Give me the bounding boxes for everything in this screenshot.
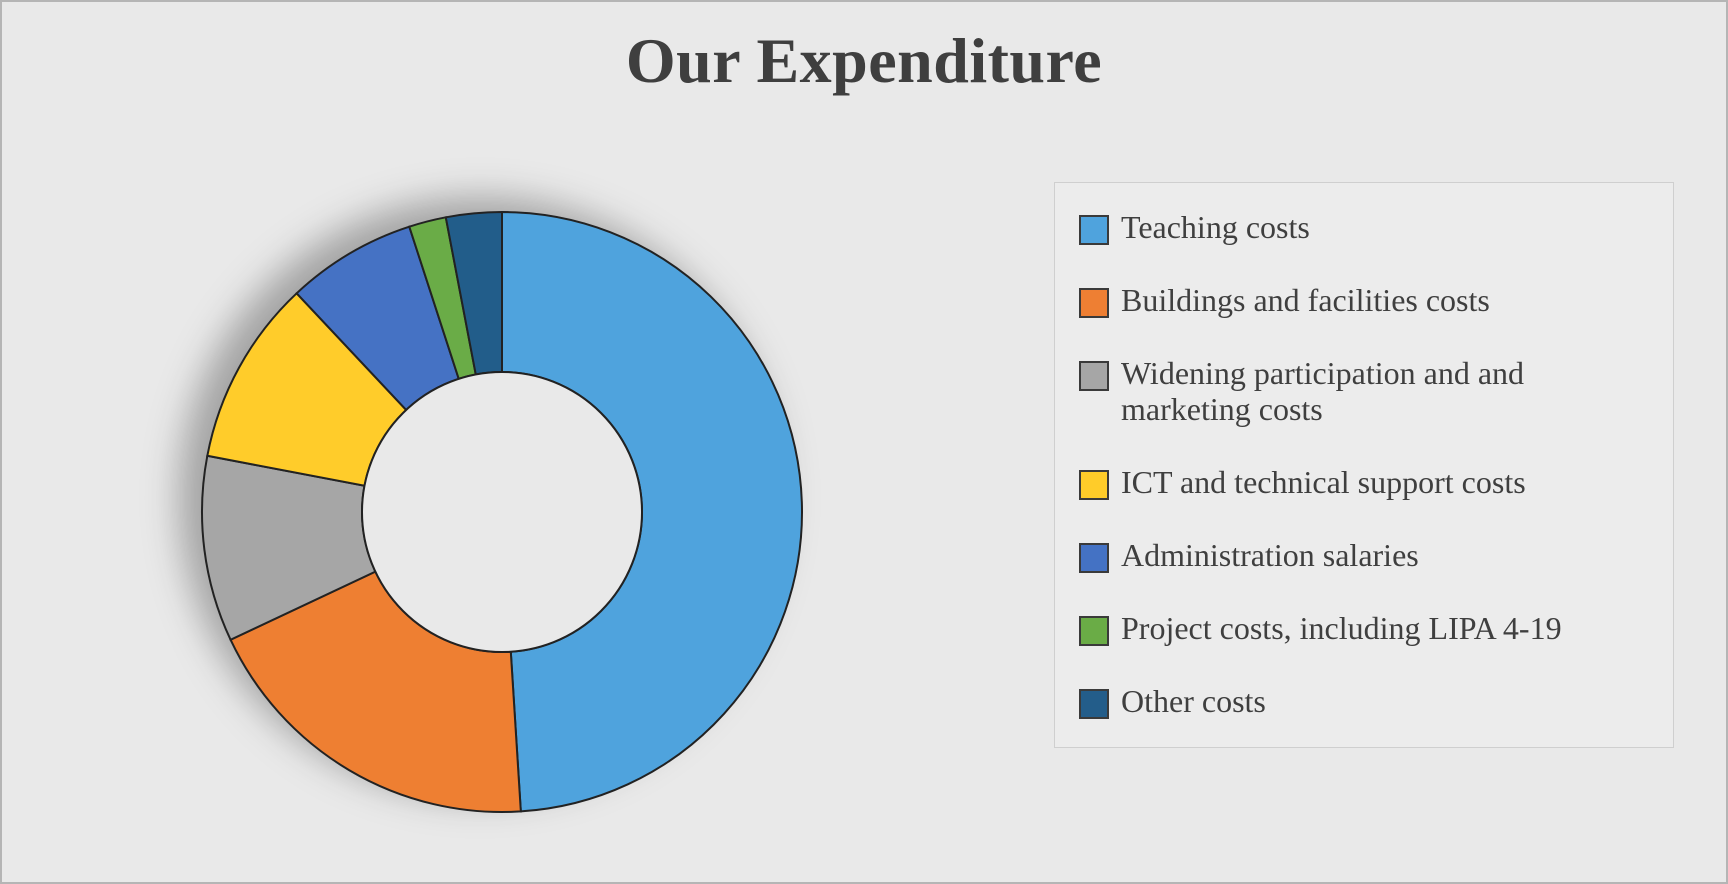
- legend-label: Project costs, including LIPA 4-19: [1121, 610, 1649, 647]
- legend-swatch: [1079, 470, 1109, 500]
- legend-swatch: [1079, 689, 1109, 719]
- donut-hole: [362, 372, 642, 652]
- legend-swatch: [1079, 616, 1109, 646]
- chart-title: Our Expenditure: [2, 2, 1726, 98]
- legend-swatch: [1079, 288, 1109, 318]
- legend-label: Administration salaries: [1121, 537, 1649, 574]
- chart-frame: Our Expenditure Teaching costs Buildings …: [0, 0, 1728, 884]
- legend-item: Administration salaries: [1079, 537, 1649, 574]
- legend-item: Widening participation and and marketing…: [1079, 355, 1649, 429]
- donut-chart: [92, 152, 912, 872]
- legend-item: Project costs, including LIPA 4-19: [1079, 610, 1649, 647]
- legend-item: Other costs: [1079, 683, 1649, 720]
- legend-swatch: [1079, 215, 1109, 245]
- legend-label: ICT and technical support costs: [1121, 464, 1649, 501]
- donut-svg: [92, 152, 912, 872]
- legend-swatch: [1079, 543, 1109, 573]
- legend-label: Teaching costs: [1121, 209, 1649, 246]
- legend: Teaching costs Buildings and facilities c…: [1054, 182, 1674, 748]
- legend-label: Widening participation and and marketing…: [1121, 355, 1649, 429]
- legend-item: ICT and technical support costs: [1079, 464, 1649, 501]
- legend-swatch: [1079, 361, 1109, 391]
- legend-label: Buildings and facilities costs: [1121, 282, 1649, 319]
- legend-label: Other costs: [1121, 683, 1649, 720]
- legend-item: Buildings and facilities costs: [1079, 282, 1649, 319]
- legend-item: Teaching costs: [1079, 209, 1649, 246]
